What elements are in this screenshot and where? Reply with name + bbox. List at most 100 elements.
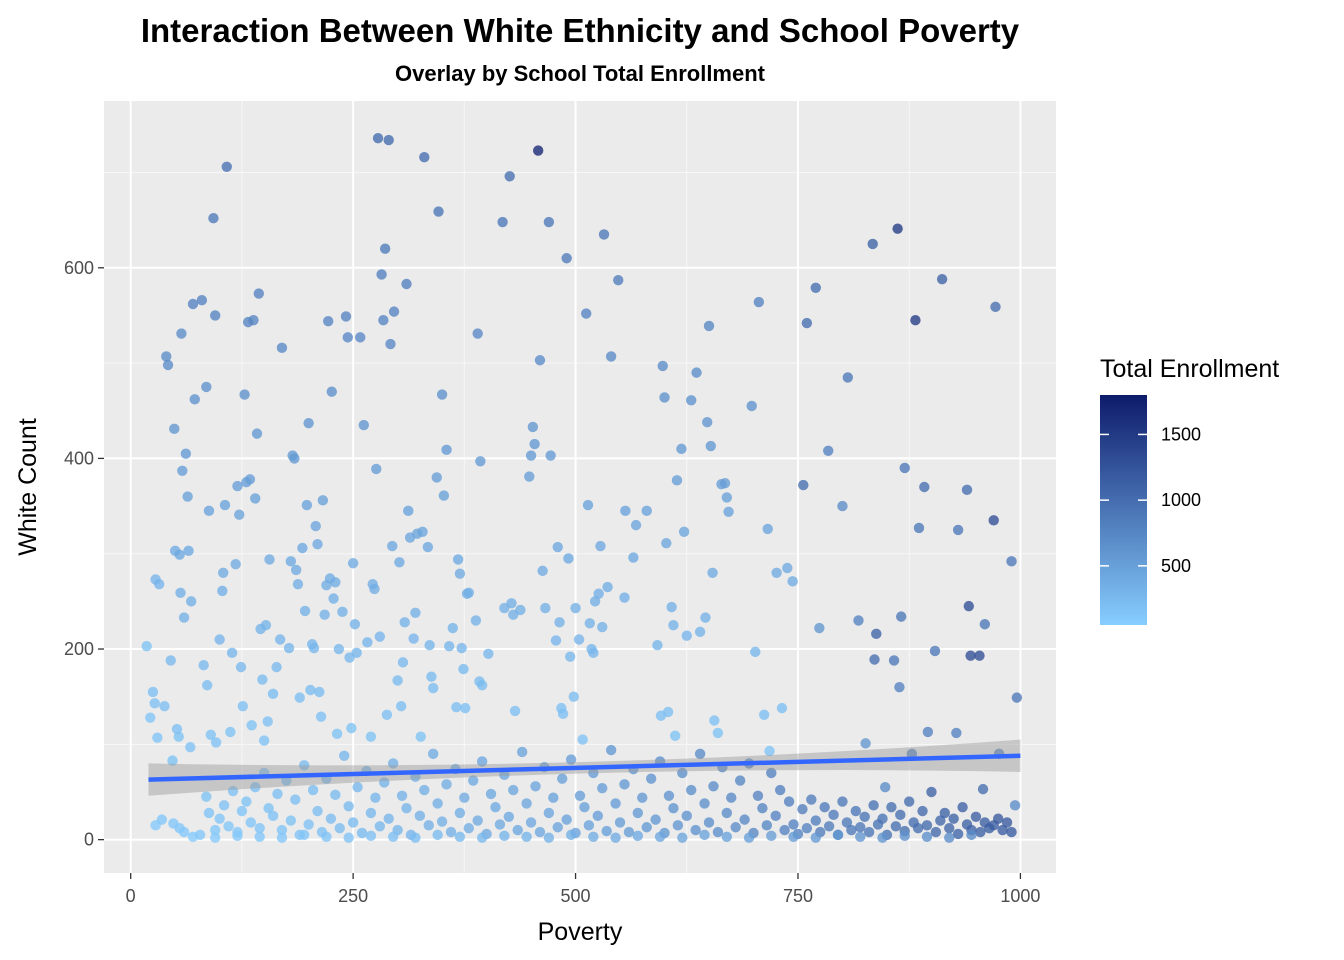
data-point xyxy=(690,824,701,836)
data-point xyxy=(668,619,679,631)
data-point xyxy=(251,428,263,439)
data-point xyxy=(895,809,906,821)
data-point xyxy=(890,821,902,832)
data-point xyxy=(253,288,265,299)
data-point xyxy=(330,577,341,588)
data-point xyxy=(614,817,626,828)
data-point xyxy=(431,472,442,483)
data-point xyxy=(499,769,510,781)
data-point xyxy=(944,832,955,843)
data-point xyxy=(628,552,639,563)
data-point xyxy=(823,445,834,456)
data-point xyxy=(319,609,330,620)
data-point xyxy=(169,423,180,435)
data-point xyxy=(347,817,359,828)
data-point xyxy=(598,229,610,240)
data-point xyxy=(565,651,576,662)
data-point xyxy=(454,568,466,579)
data-point xyxy=(394,557,405,568)
data-point xyxy=(677,767,688,779)
data-point xyxy=(214,813,225,824)
data-point xyxy=(328,593,339,604)
data-point xyxy=(705,440,716,452)
data-point xyxy=(641,822,652,833)
data-point xyxy=(753,296,765,308)
data-point xyxy=(476,832,488,843)
data-point xyxy=(232,830,243,842)
x-tick-label: 0 xyxy=(126,886,136,906)
data-point xyxy=(490,802,501,813)
data-point xyxy=(623,826,635,838)
data-point xyxy=(899,830,910,842)
data-point xyxy=(557,708,569,720)
data-point xyxy=(325,813,337,824)
data-point xyxy=(272,788,283,800)
data-point xyxy=(305,684,316,696)
data-point xyxy=(512,824,523,836)
data-point xyxy=(343,801,354,812)
data-point xyxy=(289,453,300,464)
data-point xyxy=(463,587,474,598)
data-point xyxy=(218,567,229,578)
data-point xyxy=(588,647,599,659)
data-point xyxy=(663,790,675,801)
data-point xyxy=(771,567,782,578)
data-point xyxy=(358,419,369,431)
data-point xyxy=(326,386,337,397)
data-point xyxy=(285,815,297,826)
x-axis-ticks: 0 250 500 750 1000 xyxy=(126,873,1040,906)
y-axis-ticks: 0 200 400 600 xyxy=(64,258,104,850)
data-point xyxy=(246,720,257,731)
data-point xyxy=(712,727,724,739)
data-point xyxy=(782,562,793,574)
data-point xyxy=(677,832,688,843)
data-point xyxy=(221,161,232,172)
data-point xyxy=(152,732,163,743)
data-point xyxy=(766,830,777,842)
data-point xyxy=(645,773,657,784)
data-point xyxy=(264,554,275,565)
data-point xyxy=(842,372,854,383)
data-point xyxy=(726,792,737,803)
data-point xyxy=(774,784,786,796)
data-point xyxy=(521,798,532,809)
data-point xyxy=(401,802,412,814)
data-point xyxy=(312,805,323,817)
data-point xyxy=(381,709,393,720)
data-point xyxy=(543,807,555,819)
data-point xyxy=(764,745,775,757)
data-point xyxy=(570,602,581,614)
data-point xyxy=(988,515,999,526)
data-point xyxy=(783,796,795,807)
data-point xyxy=(797,803,808,815)
data-point xyxy=(472,815,483,826)
data-point xyxy=(671,475,683,486)
data-point xyxy=(223,821,234,832)
data-point xyxy=(516,746,528,758)
data-point xyxy=(1001,817,1013,828)
data-point xyxy=(173,731,184,742)
data-point xyxy=(529,438,540,450)
data-point xyxy=(423,820,434,831)
data-point xyxy=(451,701,462,713)
data-point xyxy=(227,785,239,797)
data-point xyxy=(823,821,835,832)
legend-tick-label: 1000 xyxy=(1161,490,1201,510)
data-point xyxy=(554,617,565,628)
data-point xyxy=(162,359,174,371)
data-point xyxy=(201,791,212,802)
data-point xyxy=(392,675,403,686)
data-point xyxy=(930,826,942,838)
data-point xyxy=(750,646,761,658)
data-point xyxy=(427,748,439,760)
y-tick-label: 0 xyxy=(84,830,94,850)
data-point xyxy=(182,491,193,502)
data-point xyxy=(584,618,595,629)
data-point xyxy=(178,612,190,623)
data-point xyxy=(913,522,925,534)
data-point xyxy=(447,622,458,634)
data-point xyxy=(483,648,494,659)
data-point xyxy=(303,417,314,429)
data-point xyxy=(433,206,444,217)
data-point xyxy=(177,465,188,476)
